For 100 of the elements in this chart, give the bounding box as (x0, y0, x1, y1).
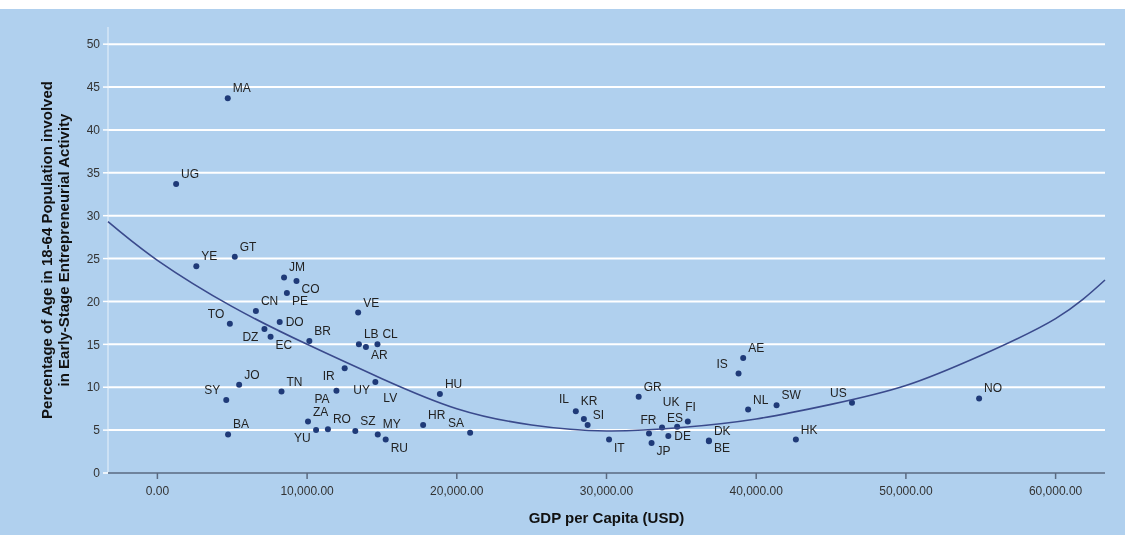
point (293, 277, 300, 284)
annotation: TO (207, 306, 225, 321)
annotation: KR (580, 394, 598, 409)
annotation: RO (332, 412, 351, 427)
annotation: LB (363, 327, 379, 342)
annotation: MA (232, 81, 251, 96)
annotation: AR (370, 347, 388, 362)
annotation: BR (314, 323, 332, 338)
point (467, 429, 474, 436)
annotation: BE (713, 441, 730, 456)
point (341, 365, 348, 372)
annotation: IS (716, 356, 728, 371)
point (193, 263, 200, 270)
y-tick-label: 5 (93, 423, 101, 438)
annotation: SY (204, 383, 221, 398)
annotation: DO (285, 315, 304, 330)
annotation: CL (382, 327, 399, 342)
annotation: LV (383, 391, 398, 406)
y-tick-label: 35 (86, 166, 101, 181)
point (606, 436, 613, 443)
point (374, 341, 381, 348)
point (261, 325, 268, 332)
annotation: SA (448, 415, 465, 430)
point (276, 319, 283, 326)
annotation: IL (558, 391, 570, 406)
point (665, 433, 672, 440)
x-tick-label: 0.00 (145, 484, 170, 498)
annotation: HU (444, 377, 463, 392)
y-axis-title: Percentage of Age in 18-64 Population involved in Early-Stage Entrepreneurial Activity (38, 81, 72, 419)
point (740, 355, 747, 362)
annotation: SW (781, 388, 802, 403)
annotation: DK (713, 424, 731, 439)
annotation: SZ (360, 413, 376, 428)
point (572, 408, 579, 415)
annotation: BA (233, 417, 250, 432)
annotation: DE (674, 429, 691, 444)
y-tick-label: 10 (86, 380, 101, 395)
annotation: JO (244, 367, 260, 382)
x-tick-label: 60,000.00 (1028, 484, 1083, 498)
annotation: UY (353, 383, 371, 398)
point (281, 274, 288, 281)
y-tick-label: 30 (86, 208, 101, 223)
annotation: DZ (242, 329, 259, 344)
y-tick-label: 15 (86, 337, 101, 352)
point (976, 395, 983, 402)
y-tick-label: 45 (86, 80, 101, 95)
annotation: CN (260, 293, 279, 308)
y-tick-label: 40 (86, 123, 101, 138)
annotation: PA (314, 391, 330, 406)
point (236, 381, 243, 388)
point (223, 397, 230, 404)
point (305, 418, 311, 425)
point (231, 253, 238, 260)
annotation: IR (322, 369, 336, 384)
point (372, 379, 379, 386)
point (313, 427, 320, 434)
annotation: IT (614, 440, 626, 455)
annotation: SI (592, 407, 604, 422)
point (584, 421, 591, 428)
point (635, 393, 642, 400)
point (735, 370, 742, 377)
point (355, 341, 362, 348)
x-tick-label: 20,000.00 (430, 484, 484, 498)
annotation: NO (984, 381, 1003, 396)
annotation: US (830, 385, 847, 400)
point (355, 309, 362, 316)
y-tick-label: 25 (86, 251, 101, 266)
annotation: UG (181, 166, 200, 181)
point (252, 307, 259, 314)
annotation: JM (289, 260, 306, 275)
annotation: NL (753, 392, 769, 407)
point (306, 337, 313, 344)
annotation: EC (275, 337, 293, 352)
annotation: CO (301, 281, 320, 296)
annotation: MY (382, 417, 401, 432)
annotation: ZA (313, 404, 329, 419)
annotation: ES (667, 410, 684, 425)
annotation: AE (748, 341, 765, 356)
annotation: VE (363, 295, 380, 310)
point (267, 333, 274, 340)
x-tick-label: 40,000.00 (729, 484, 784, 498)
annotation: YU (294, 431, 311, 446)
point (224, 95, 231, 102)
x-tick-label: 50,000.00 (879, 484, 933, 498)
point (436, 391, 443, 398)
x-tick-label: 10,000.00 (280, 484, 335, 498)
point (773, 402, 780, 409)
point (684, 418, 691, 425)
annotation: FI (685, 399, 696, 414)
point (849, 399, 856, 406)
x-tick-label: 30,000.00 (579, 484, 634, 498)
point (324, 426, 331, 433)
point (352, 427, 359, 434)
point (648, 439, 655, 446)
point (278, 388, 285, 395)
annotation: PE (291, 293, 308, 308)
point (646, 430, 653, 437)
x-axis-title: GDP per Capita (USD) (528, 509, 685, 526)
point (580, 415, 587, 422)
point (382, 436, 389, 443)
